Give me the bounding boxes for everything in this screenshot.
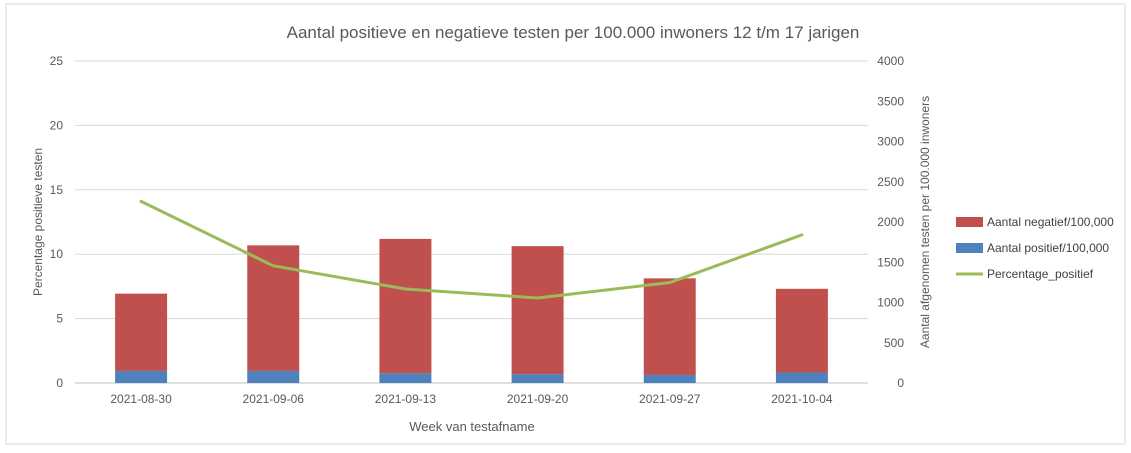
y-right-tick-label: 1500 xyxy=(877,255,904,269)
y-right-tick-label: 1000 xyxy=(877,296,904,310)
y-left-tick-label: 0 xyxy=(56,376,63,390)
y-axis-left-label: Percentage positieve testen xyxy=(31,148,45,296)
y-left-tick-label: 20 xyxy=(50,118,64,132)
bar-negatief xyxy=(512,246,564,374)
x-tick-label: 2021-09-27 xyxy=(639,392,701,406)
y-left-tick-label: 15 xyxy=(50,183,64,197)
x-tick-label: 2021-08-30 xyxy=(110,392,172,406)
bar-positief xyxy=(379,373,431,383)
x-tick-label: 2021-09-20 xyxy=(507,392,569,406)
chart-title: Aantal positieve en negatieve testen per… xyxy=(287,23,860,42)
bar-negatief xyxy=(776,289,828,373)
x-tick-label: 2021-09-06 xyxy=(243,392,305,406)
legend-label: Aantal negatief/100,000 xyxy=(987,215,1114,229)
y-right-tick-label: 2500 xyxy=(877,175,904,189)
y-right-tick-label: 4000 xyxy=(877,54,904,68)
legend-label: Percentage_positief xyxy=(987,267,1094,281)
y-right-tick-label: 0 xyxy=(897,376,904,390)
y-left-tick-label: 5 xyxy=(56,312,63,326)
legend-swatch xyxy=(956,217,983,227)
bar-positief xyxy=(247,371,299,383)
bar-positief xyxy=(512,374,564,383)
bar-positief xyxy=(644,375,696,383)
x-tick-label: 2021-10-04 xyxy=(771,392,833,406)
bar-negatief xyxy=(379,239,431,373)
bar-positief xyxy=(776,373,828,383)
bar-negatief xyxy=(644,278,696,375)
y-left-tick-label: 10 xyxy=(50,247,64,261)
y-axis-right-label: Aantal afgenomen testen per 100.000 inwo… xyxy=(918,96,932,348)
y-right-tick-label: 3500 xyxy=(877,94,904,108)
y-right-tick-label: 3000 xyxy=(877,135,904,149)
y-right-tick-label: 500 xyxy=(884,336,904,350)
y-right-tick-label: 2000 xyxy=(877,215,904,229)
x-tick-label: 2021-09-13 xyxy=(375,392,437,406)
y-left-tick-label: 25 xyxy=(50,54,64,68)
x-axis-label: Week van testafname xyxy=(409,419,535,434)
bar-negatief xyxy=(115,294,167,371)
legend-label: Aantal positief/100,000 xyxy=(987,241,1109,255)
legend-swatch xyxy=(956,243,983,253)
bar-positief xyxy=(115,371,167,383)
